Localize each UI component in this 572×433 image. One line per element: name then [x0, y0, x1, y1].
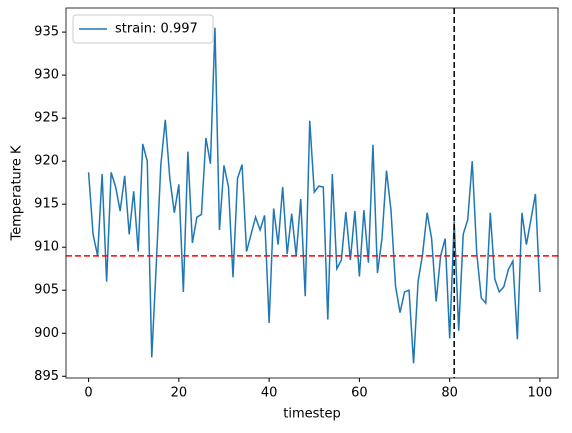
- y-tick-label: 905: [34, 283, 59, 298]
- y-tick-label: 920: [34, 154, 59, 169]
- plot-frame: [65, 7, 559, 379]
- x-tick-label: 100: [528, 386, 553, 401]
- y-tick-label: 895: [34, 369, 59, 384]
- x-tick-label: 40: [261, 386, 278, 401]
- y-tick-label: 925: [34, 111, 59, 126]
- x-tick-label: 80: [441, 386, 458, 401]
- legend-box: [72, 14, 214, 44]
- x-tick-label: 60: [351, 386, 368, 401]
- x-tick-label: 0: [84, 386, 92, 401]
- y-tick-label: 930: [34, 68, 59, 83]
- y-axis-label: Temperature K: [10, 145, 25, 241]
- x-axis-label: timestep: [283, 407, 341, 422]
- y-tick-label: 910: [34, 240, 59, 255]
- line-series: [87, 27, 541, 364]
- legend-label: strain: 0.997: [115, 22, 198, 37]
- y-tick-label: 900: [34, 326, 59, 341]
- y-tick-label: 935: [34, 25, 59, 40]
- y-tick-label: 915: [34, 197, 59, 212]
- x-tick-label: 20: [171, 386, 188, 401]
